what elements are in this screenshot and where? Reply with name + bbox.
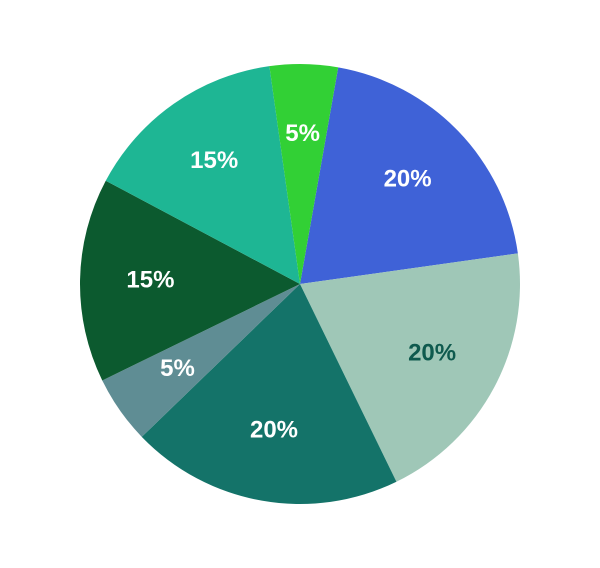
pie-slice-label-6: 5%	[285, 120, 320, 147]
pie-slice-label-2: 20%	[250, 417, 298, 444]
pie-slice-label-0: 20%	[384, 165, 432, 192]
pie-slice-label-5: 15%	[190, 147, 238, 174]
pie-slice-label-4: 15%	[126, 267, 174, 294]
pie-chart: 20% 20% 20% 5% 15% 15% 5%	[0, 0, 600, 568]
pie-slice-label-3: 5%	[160, 355, 195, 382]
pie-chart-svg: 20% 20% 20% 5% 15% 15% 5%	[0, 0, 600, 568]
pie-slice-label-1: 20%	[408, 340, 456, 367]
